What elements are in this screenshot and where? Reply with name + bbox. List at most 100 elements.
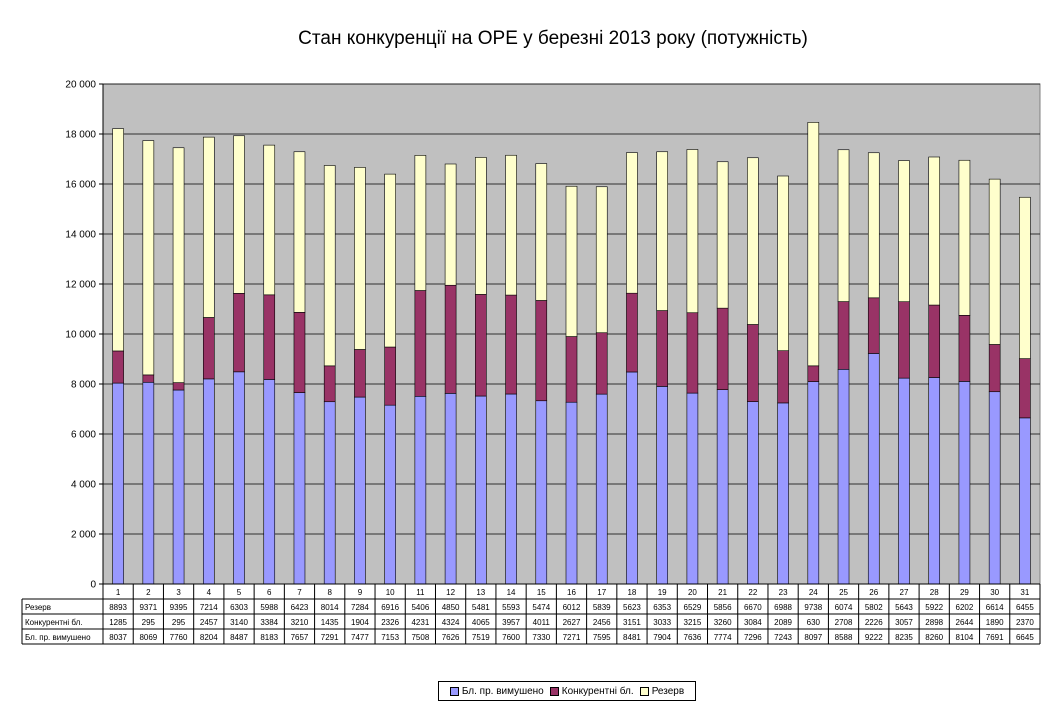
bar-segment-competitive — [988, 344, 1001, 393]
legend-label-competitive: Конкурентні бл. — [561, 685, 634, 697]
bar-segment-competitive — [112, 350, 124, 384]
category-label: 27 — [900, 588, 909, 597]
category-label: 2 — [146, 588, 151, 597]
bar-segment-forced — [112, 382, 124, 585]
bar-segment-competitive — [202, 317, 215, 380]
bar-segment-competitive — [263, 294, 276, 380]
table-cell-value: 2370 — [1016, 618, 1034, 627]
bar-segment-forced — [958, 381, 971, 585]
bar-segment-forced — [686, 392, 699, 585]
bar-segment-forced — [595, 393, 608, 585]
chart-legend: Бл. пр. вимушено Конкурентні бл. Резерв — [438, 681, 696, 701]
table-cell-value: 3151 — [623, 618, 641, 627]
table-cell-value: 2627 — [563, 618, 581, 627]
table-cell-value: 7691 — [986, 633, 1004, 642]
bar-segment-forced — [293, 392, 306, 585]
table-cell-value: 5406 — [411, 603, 429, 612]
table-cell-value: 7657 — [291, 633, 309, 642]
table-cell-value: 6645 — [1016, 633, 1034, 642]
category-label: 23 — [779, 588, 788, 597]
bar-segment-competitive — [565, 336, 578, 403]
table-cell-value: 3957 — [502, 618, 520, 627]
bar-segment-forced — [837, 368, 850, 585]
bar-segment-reserve — [202, 136, 215, 318]
bar-segment-forced — [807, 381, 820, 585]
table-cell-value: 7214 — [200, 603, 218, 612]
bar-segment-competitive — [172, 382, 185, 391]
y-tick-label: 16 000 — [65, 180, 96, 191]
table-cell-value: 4324 — [442, 618, 460, 627]
bar-segment-reserve — [112, 128, 124, 352]
table-cell-value: 3210 — [291, 618, 309, 627]
bar-segment-reserve — [867, 152, 880, 299]
bar-segment-competitive — [444, 284, 457, 394]
bar-segment-reserve — [384, 173, 396, 348]
category-label: 14 — [507, 588, 516, 597]
category-label: 28 — [930, 588, 939, 597]
table-cell-value: 9738 — [804, 603, 822, 612]
bar-segment-competitive — [626, 292, 638, 373]
bar-segment-forced — [656, 386, 668, 585]
table-cell-value: 2326 — [381, 618, 399, 627]
category-label: 15 — [537, 588, 546, 597]
chart-title: Стан конкуренції на ОРЕ у березні 2013 р… — [298, 28, 808, 49]
table-cell-value: 5481 — [472, 603, 490, 612]
bar-segment-competitive — [475, 294, 487, 397]
category-label: 9 — [358, 588, 363, 597]
legend-item-reserve: Резерв — [639, 686, 684, 697]
legend-swatch-reserve — [639, 686, 649, 696]
table-cell-value: 3033 — [653, 618, 671, 627]
bar-segment-forced — [172, 389, 185, 585]
table-cell-value: 6529 — [684, 603, 702, 612]
bar-segment-reserve — [414, 155, 427, 291]
bar-segment-forced — [988, 391, 1001, 585]
stacked-bar-chart: 0 2 000 4 000 6 000 8 000 10 000 12 000 14 000 1… — [21, 80, 1041, 645]
bar-segment-competitive — [1019, 358, 1031, 419]
table-cell-value: 7291 — [321, 633, 339, 642]
category-label: 31 — [1020, 588, 1029, 597]
bar-segment-reserve — [444, 163, 457, 286]
legend-swatch-competitive — [549, 686, 559, 696]
table-cell-value: 6202 — [956, 603, 974, 612]
bar-segment-competitive — [595, 332, 608, 395]
table-cell-value: 2644 — [956, 618, 974, 627]
table-cell-value: 3057 — [895, 618, 913, 627]
table-cell-value: 3260 — [714, 618, 732, 627]
table-cell-value: 3140 — [230, 618, 248, 627]
table-cell-value: 7760 — [170, 633, 188, 642]
table-cell-value: 8260 — [925, 633, 943, 642]
table-cell-value: 7284 — [351, 603, 369, 612]
category-label: 11 — [416, 588, 425, 597]
table-cell-value: 8588 — [835, 633, 853, 642]
bar-segment-forced — [535, 400, 548, 585]
category-label: 3 — [176, 588, 181, 597]
bar-segment-reserve — [928, 156, 941, 306]
bar-segment-reserve — [565, 185, 578, 337]
table-cell-value: 6303 — [230, 603, 248, 612]
bar-segment-reserve — [988, 178, 1001, 345]
category-label: 4 — [207, 588, 212, 597]
y-tick-label: 8 000 — [71, 380, 96, 391]
table-cell-value: 4011 — [533, 618, 551, 627]
table-cell-value: 7153 — [381, 633, 399, 642]
table-cell-value: 2898 — [925, 618, 943, 627]
table-cell-value: 295 — [142, 618, 156, 627]
table-cell-value: 3084 — [744, 618, 762, 627]
category-label: 19 — [658, 588, 667, 597]
y-tick-label: 14 000 — [65, 230, 96, 241]
table-cell-value: 8204 — [200, 633, 218, 642]
bar-segment-reserve — [535, 163, 548, 301]
bar-segment-reserve — [898, 160, 910, 302]
bar-segment-reserve — [595, 186, 608, 334]
table-cell-value: 8487 — [230, 633, 248, 642]
category-label: 30 — [990, 588, 999, 597]
bar-segment-competitive — [928, 304, 941, 378]
bar-segment-reserve — [958, 159, 971, 316]
bar-segment-forced — [263, 379, 276, 585]
bar-segment-reserve — [716, 161, 729, 309]
table-cell-value: 1890 — [986, 618, 1004, 627]
table-cell-value: 8481 — [623, 633, 641, 642]
bar-segment-forced — [475, 395, 487, 585]
table-cell-value: 9395 — [170, 603, 188, 612]
table-cell-value: 8183 — [260, 633, 278, 642]
